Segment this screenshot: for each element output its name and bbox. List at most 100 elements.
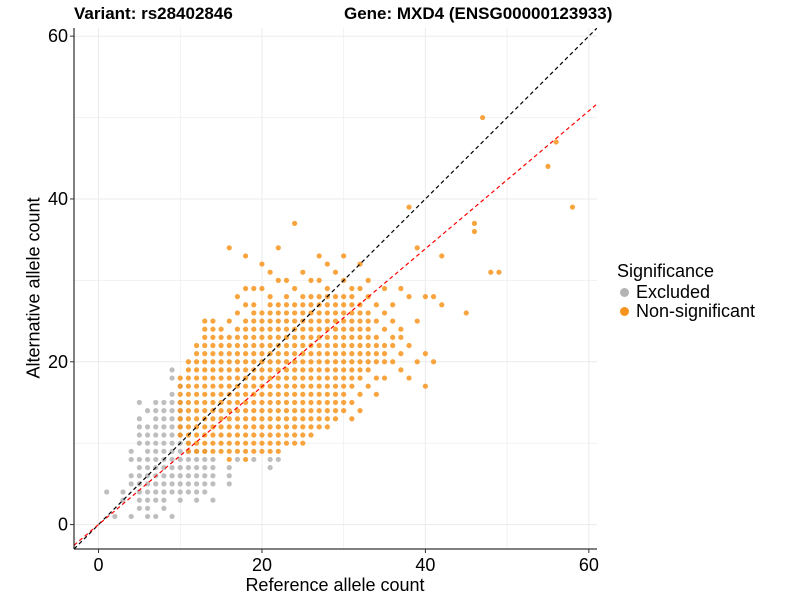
data-point-non-significant [292, 424, 298, 430]
data-point-non-significant [275, 399, 281, 406]
data-point-non-significant [226, 351, 232, 357]
data-point-non-significant [251, 334, 257, 340]
y-axis-label: Alternative allele count [23, 197, 44, 379]
data-point-non-significant [226, 399, 232, 406]
data-point-non-significant [185, 399, 192, 406]
data-point-non-significant [210, 334, 216, 340]
y-tick-label: 20 [48, 352, 68, 372]
data-point-non-significant [292, 391, 298, 397]
data-point-non-significant [202, 448, 208, 454]
data-point-non-significant [275, 351, 281, 357]
data-point-non-significant [251, 326, 257, 332]
data-point-non-significant [349, 285, 355, 292]
data-point-excluded [202, 456, 208, 463]
data-point-excluded [136, 416, 142, 422]
data-point-non-significant [332, 408, 339, 414]
data-point-excluded [202, 481, 208, 487]
y-tick-label: 60 [48, 26, 68, 46]
data-point-excluded [144, 497, 151, 503]
chart-title-gene: Gene: MXD4 (ENSG00000123933) [344, 4, 613, 23]
data-point-non-significant [300, 432, 306, 438]
data-point-non-significant [202, 342, 208, 349]
data-point-non-significant [283, 326, 290, 332]
data-point-non-significant [324, 391, 330, 397]
data-point-non-significant [292, 342, 298, 349]
data-point-non-significant [381, 375, 388, 381]
data-point-non-significant [243, 448, 249, 454]
data-point-excluded [144, 424, 151, 430]
data-point-non-significant [365, 342, 371, 349]
data-point-non-significant [275, 383, 281, 389]
data-point-non-significant [308, 399, 314, 406]
data-point-non-significant [471, 228, 478, 235]
data-point-non-significant [308, 351, 314, 357]
data-point-non-significant [267, 416, 273, 422]
data-point-non-significant [259, 375, 265, 381]
data-point-non-significant [300, 416, 306, 422]
data-point-non-significant [357, 302, 363, 308]
data-point-non-significant [349, 383, 355, 389]
x-tick-label: 60 [579, 555, 599, 575]
data-point-non-significant [283, 432, 290, 438]
data-point-non-significant [300, 440, 306, 446]
data-point-non-significant [357, 318, 363, 324]
data-point-non-significant [341, 253, 347, 259]
data-point-non-significant [251, 285, 257, 292]
data-point-non-significant [292, 318, 298, 324]
data-point-non-significant [251, 424, 257, 430]
data-point-non-significant [251, 359, 257, 365]
data-point-non-significant [373, 334, 379, 340]
data-point-excluded [128, 473, 134, 479]
data-point-non-significant [365, 310, 371, 316]
data-point-non-significant [202, 351, 208, 357]
data-point-excluded [169, 489, 175, 495]
data-point-non-significant [251, 383, 257, 389]
data-point-non-significant [251, 342, 257, 349]
data-point-non-significant [324, 334, 330, 340]
data-point-excluded [161, 424, 167, 430]
data-point-non-significant [259, 391, 265, 397]
data-point-non-significant [390, 342, 396, 349]
data-point-non-significant [316, 342, 322, 349]
data-point-non-significant [300, 351, 306, 357]
data-point-non-significant [341, 351, 347, 357]
data-point-excluded [161, 505, 167, 511]
data-point-non-significant [243, 334, 249, 340]
data-point-non-significant [357, 367, 363, 373]
data-point-non-significant [332, 326, 339, 332]
data-point-non-significant [218, 440, 224, 446]
data-point-non-significant [193, 416, 200, 422]
data-point-excluded [193, 497, 200, 503]
data-point-non-significant [251, 399, 257, 406]
data-point-non-significant [381, 342, 388, 349]
data-point-non-significant [202, 334, 208, 340]
data-point-excluded [226, 473, 232, 479]
data-point-excluded [112, 513, 118, 520]
data-point-non-significant [300, 391, 306, 397]
data-point-non-significant [243, 408, 249, 414]
data-point-excluded [128, 513, 134, 520]
data-point-non-significant [373, 391, 379, 397]
data-point-non-significant [292, 375, 298, 381]
data-point-non-significant [259, 416, 265, 422]
data-point-non-significant [341, 391, 347, 397]
data-point-non-significant [251, 448, 257, 454]
data-point-excluded [144, 481, 151, 487]
data-point-non-significant [332, 416, 339, 422]
data-point-non-significant [357, 310, 363, 316]
data-point-excluded [136, 424, 142, 430]
data-point-non-significant [275, 277, 281, 283]
data-point-non-significant [177, 416, 183, 422]
data-point-non-significant [251, 416, 257, 422]
data-point-non-significant [243, 359, 249, 365]
data-point-non-significant [267, 448, 273, 454]
data-point-non-significant [218, 334, 224, 340]
data-point-excluded [128, 481, 134, 487]
data-point-non-significant [357, 391, 363, 397]
data-point-excluded [128, 448, 134, 454]
data-point-non-significant [381, 326, 388, 332]
data-point-non-significant [185, 440, 192, 446]
data-point-non-significant [398, 351, 404, 357]
data-point-excluded [177, 456, 183, 463]
data-point-non-significant [226, 456, 232, 463]
